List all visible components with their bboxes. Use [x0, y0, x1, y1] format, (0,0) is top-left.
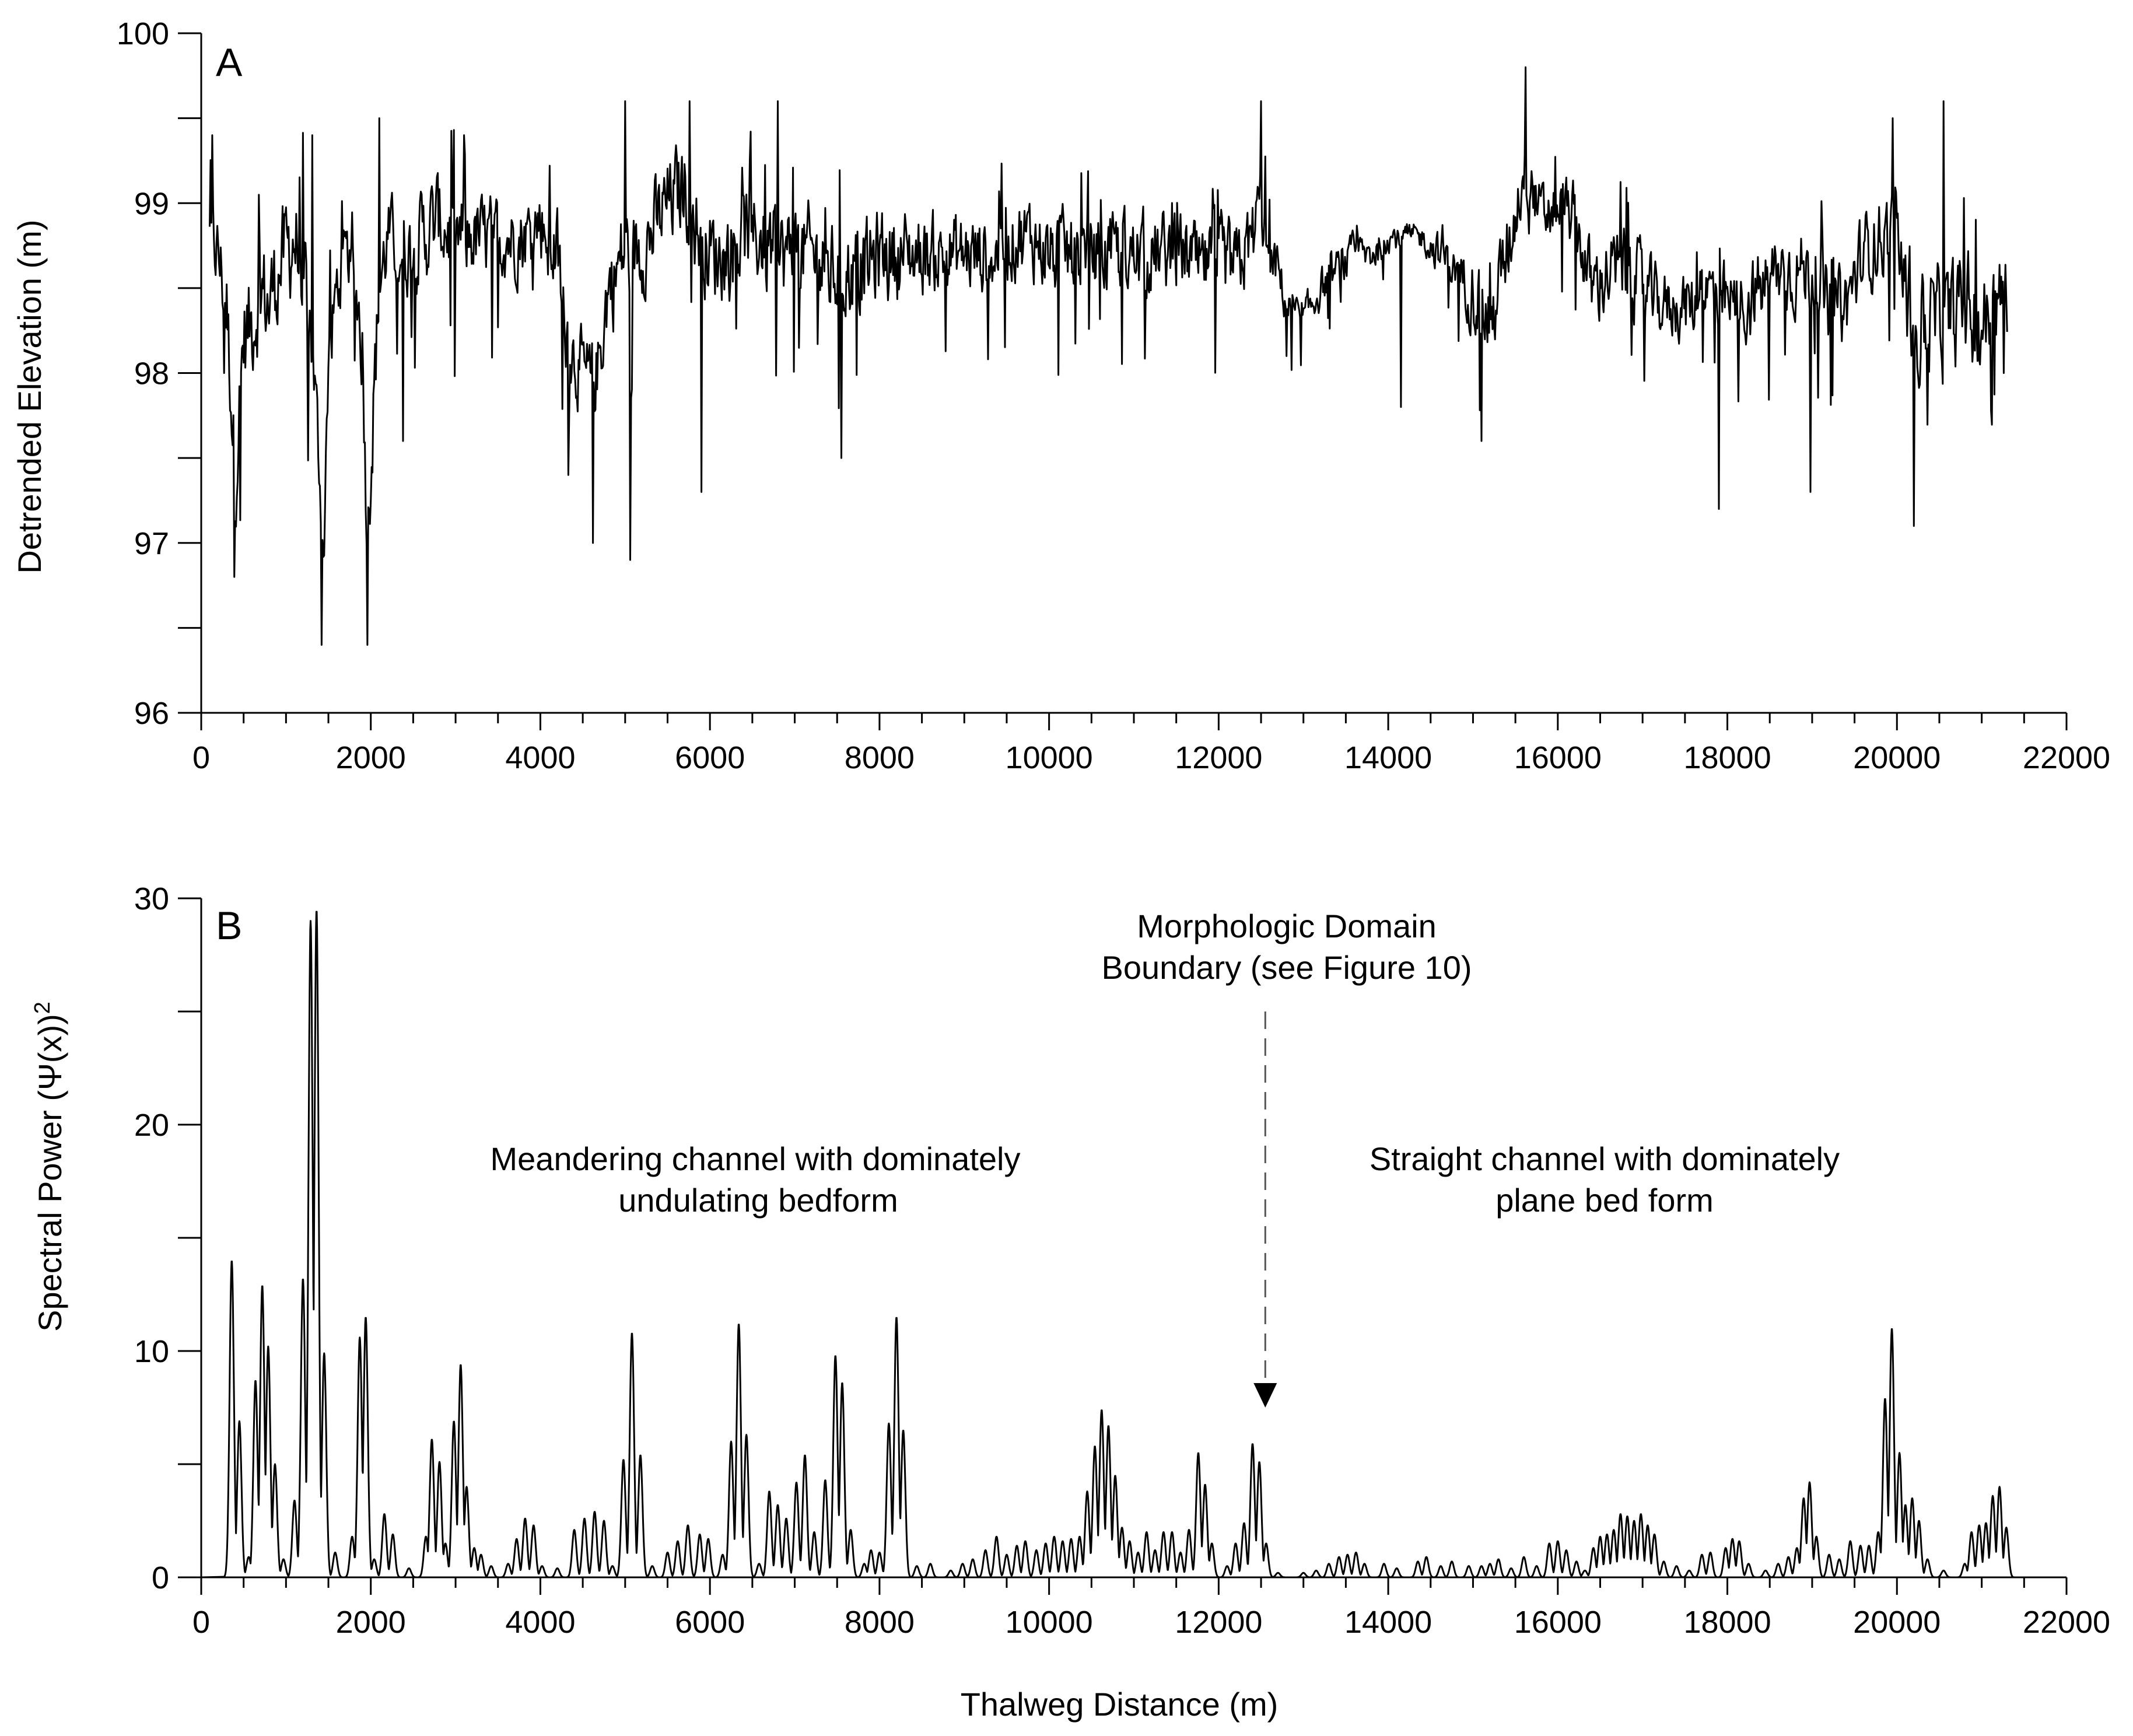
panel-b-y-tick-label: 0	[152, 1560, 169, 1595]
panel-b-x-tick-label: 22000	[2023, 1605, 2110, 1640]
panel-b-x-tick-label: 2000	[336, 1605, 406, 1640]
panel-a-x-tick-label: 4000	[505, 740, 575, 775]
annotation-boundary-line1: Morphologic Domain	[1137, 908, 1437, 944]
panel-b-x-tick-label: 0	[192, 1605, 210, 1640]
panel-b-y-tick-label: 10	[134, 1334, 169, 1369]
panel-a-x-tick-label: 18000	[1683, 740, 1771, 775]
panel-b-x-tick-label: 10000	[1006, 1605, 1093, 1640]
panel-b-x-tick-label: 18000	[1683, 1605, 1771, 1640]
panel-b-x-axis-title: Thalweg Distance (m)	[961, 1686, 1279, 1723]
panel-b-y-axis-title-superscript: 2	[30, 1002, 55, 1014]
annotation-meandering-line1: Meandering channel with dominately	[491, 1140, 1021, 1177]
panel-a-x-tick-label: 22000	[2023, 740, 2110, 775]
panel-a-x-tick-label: 8000	[845, 740, 915, 775]
panel-b-y-axis-title: Spectral Power (Ψ(x))2	[30, 1002, 68, 1332]
panel-a-x-tick-label: 0	[192, 740, 210, 775]
panel-a-y-tick-label: 98	[134, 356, 169, 391]
annotation-meandering-line2: undulating bedform	[618, 1182, 898, 1219]
panel-b-label: B	[216, 904, 242, 948]
panel-a-x-tick-label: 6000	[675, 740, 745, 775]
panel-a-y-tick-label: 97	[134, 526, 169, 561]
panel-a-x-tick-label: 16000	[1514, 740, 1602, 775]
panel-b-x-tick-label: 14000	[1344, 1605, 1432, 1640]
panel-a-x-tick-label: 20000	[1853, 740, 1941, 775]
panel-a-y-axis-title: Detrended Elevation (m)	[11, 220, 48, 574]
boundary-arrowhead	[1253, 1383, 1277, 1408]
panel-b-ticks: 0 2000 4000 6000 8000 10000 12000 14000 16000 180…	[134, 881, 2110, 1640]
panel-a-label: A	[216, 40, 243, 85]
panel-a: 0 2000 4000 6000 8000 10000 12000 14000 16000 180…	[11, 16, 2110, 775]
annotation-straight-line2: plane bed form	[1495, 1182, 1714, 1219]
panel-b-y-axis-title-text: Spectral Power (Ψ(x))	[31, 1014, 68, 1332]
panel-a-elevation-line	[209, 66, 2008, 646]
panel-a-x-tick-label: 14000	[1344, 740, 1432, 775]
panel-b-x-tick-label: 4000	[505, 1605, 575, 1640]
panel-b-y-tick-label: 20	[134, 1108, 169, 1143]
panel-b: 0 2000 4000 6000 8000 10000 12000 14000 16000 180…	[30, 881, 2110, 1723]
panel-b-x-tick-label: 16000	[1514, 1605, 1602, 1640]
panel-b-y-tick-label: 30	[134, 881, 169, 916]
annotation-straight-line1: Straight channel with dominately	[1370, 1140, 1840, 1177]
panel-a-x-tick-label: 12000	[1175, 740, 1262, 775]
panel-b-spectral-power-line	[201, 911, 2067, 1578]
panel-b-x-tick-label: 20000	[1853, 1605, 1941, 1640]
panel-a-y-tick-label: 99	[134, 186, 169, 221]
panel-a-y-tick-label: 100	[117, 16, 169, 51]
panel-a-x-tick-label: 10000	[1006, 740, 1093, 775]
panel-b-x-tick-label: 6000	[675, 1605, 745, 1640]
panel-a-x-tick-label: 2000	[336, 740, 406, 775]
annotation-boundary-line2: Boundary (see Figure 10)	[1101, 949, 1472, 986]
panel-b-x-tick-label: 8000	[845, 1605, 915, 1640]
panel-a-ticks: 0 2000 4000 6000 8000 10000 12000 14000 16000 180…	[117, 16, 2110, 775]
panel-a-y-tick-label: 96	[134, 696, 169, 731]
panel-b-x-tick-label: 12000	[1175, 1605, 1262, 1640]
